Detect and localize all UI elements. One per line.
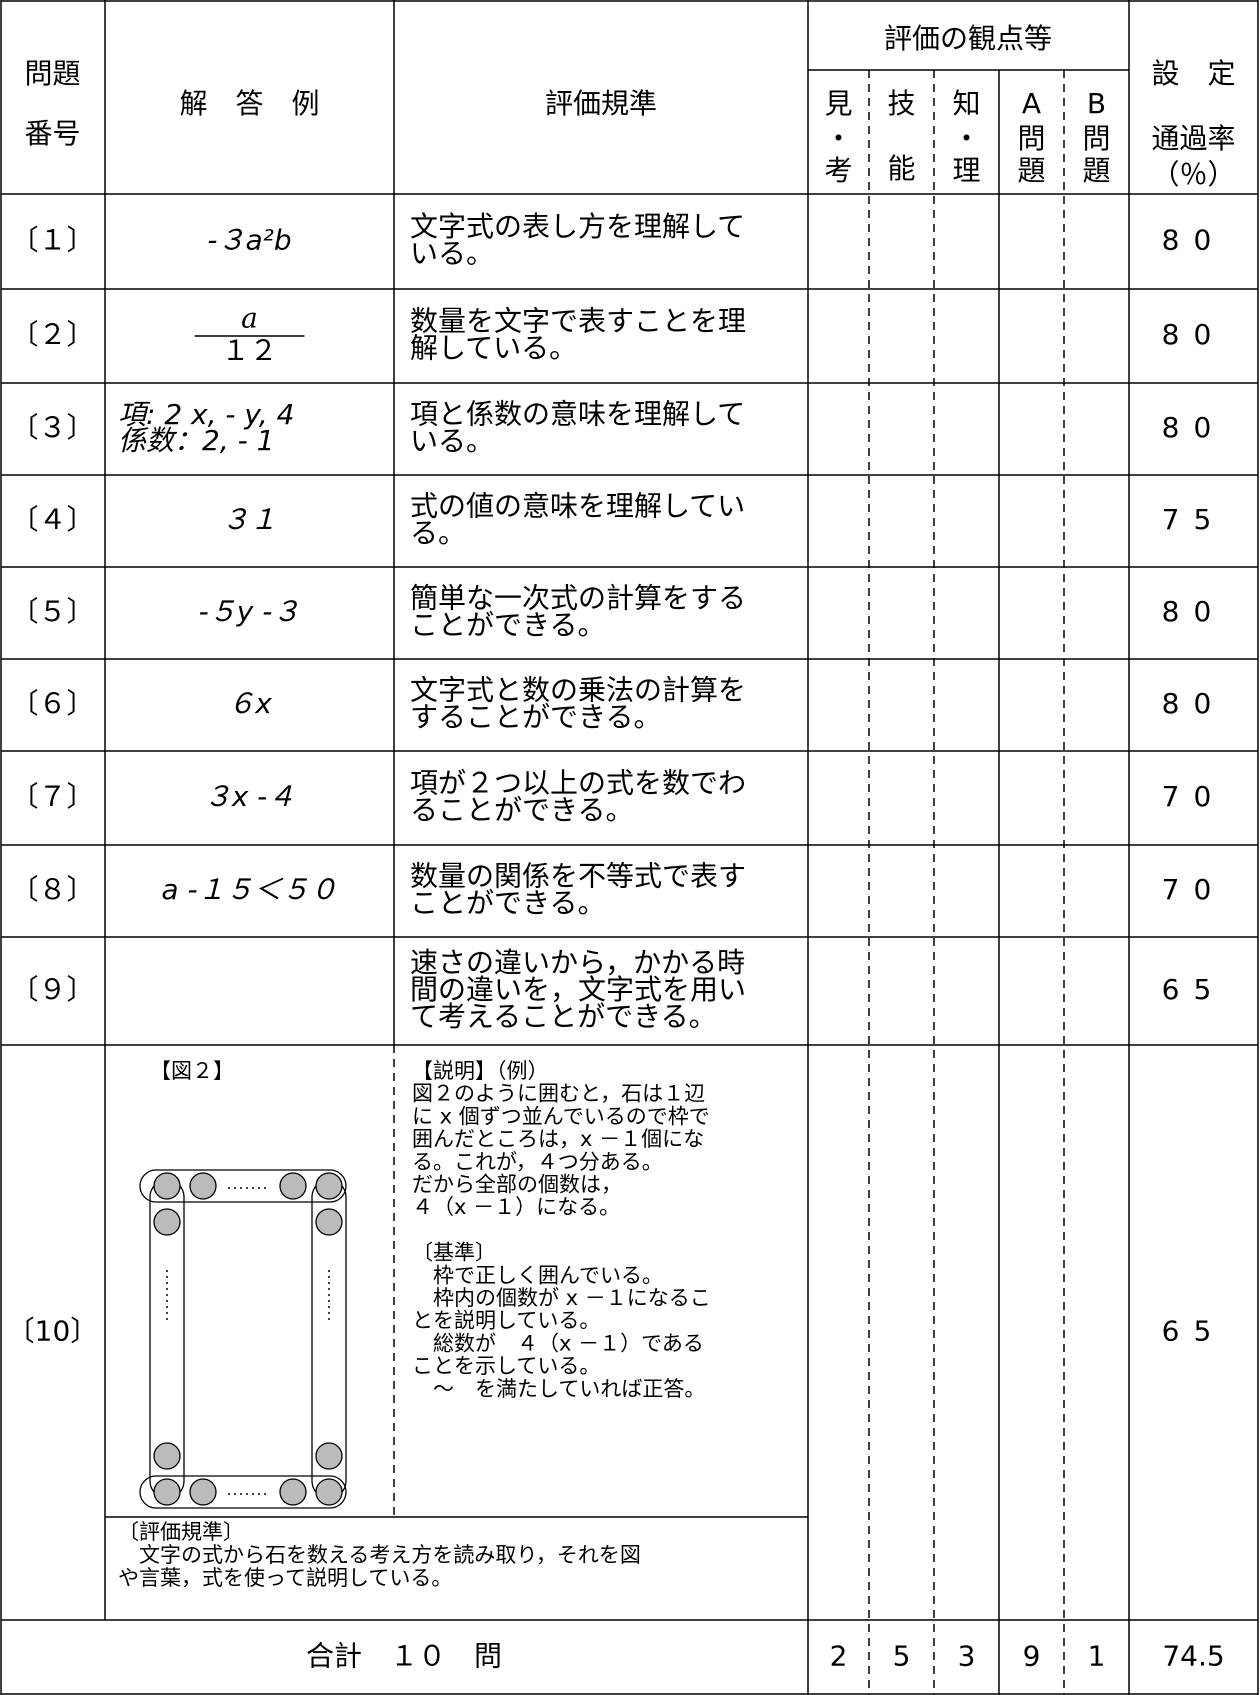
answer: a -１５＜５０: [161, 873, 337, 906]
standard: とを説明している。: [412, 1309, 600, 1333]
answer: -３a²b: [207, 224, 291, 257]
criteria: 項が２つ以上の式を数でわ: [410, 767, 746, 800]
header-cell: 番号: [24, 117, 80, 150]
header-cell: 見: [824, 87, 852, 120]
question-number: 〔７〕: [10, 780, 94, 813]
criteria: 解している。: [410, 332, 577, 365]
header-cell: 知: [952, 87, 980, 120]
header-cell: （％）: [1151, 158, 1235, 191]
standard: ことを示している。: [412, 1354, 600, 1378]
criteria: 項と係数の意味を理解して: [410, 398, 745, 431]
total-count: 9: [1023, 1640, 1041, 1673]
criteria: ことができる。: [410, 887, 605, 920]
question-number: 〔９〕: [10, 973, 94, 1006]
header-cell: A: [1022, 87, 1041, 120]
header-cell: 能: [887, 152, 915, 185]
rate: 65: [1162, 1315, 1226, 1348]
criteria: 簡単な一次式の計算をする: [410, 582, 746, 615]
total-label: 合計 １０ 問: [306, 1640, 502, 1673]
question-number: 〔６〕: [10, 687, 94, 720]
criteria: いる。: [410, 237, 494, 270]
criteria: て考えることができる。: [410, 1000, 717, 1033]
criteria: 文字式の表し方を理解して: [410, 210, 745, 243]
rate: 80: [1162, 595, 1226, 628]
total-count: 1: [1088, 1640, 1106, 1673]
criteria: 文字の式から石を数える考え方を読み取り，それを図: [118, 1543, 641, 1567]
explanation: ４（x －１）になる。: [412, 1195, 620, 1219]
header-cell: ・: [824, 122, 852, 155]
standard: 枠で正しく囲んでいる。: [412, 1263, 663, 1287]
rate: 80: [1162, 224, 1226, 257]
criteria: することができる。: [410, 701, 661, 734]
explanation: る。これが，４つ分ある。: [412, 1150, 663, 1174]
answer: １２: [221, 334, 277, 367]
criteria: 文字式と数の乗法の計算を: [410, 674, 746, 707]
total-count: 5: [893, 1640, 911, 1673]
header-cell: 理: [952, 154, 980, 187]
standard: 枠内の個数が x －１になるこ: [412, 1286, 711, 1310]
criteria: 〔評価規準〕: [118, 1520, 244, 1544]
figure-label: 【図２】: [150, 1059, 234, 1083]
criteria: 式の値の意味を理解してい: [410, 490, 745, 523]
header-cell: 題: [1017, 154, 1045, 187]
rate: 65: [1162, 973, 1226, 1006]
header-cell: ・: [952, 122, 980, 155]
criteria: 間の違いを，文字式を用い: [410, 973, 746, 1006]
rate: 70: [1162, 780, 1226, 813]
question-number: 〔３〕: [10, 411, 94, 444]
answer: ３x -４: [204, 780, 296, 813]
figure: [139, 1169, 347, 1509]
rate: 80: [1162, 687, 1226, 720]
answer: 係数：2, - 1: [118, 424, 274, 457]
criteria: 速さの違いから，かかる時: [410, 946, 745, 979]
rate: 75: [1162, 503, 1226, 536]
answer: -５y -３: [199, 595, 301, 628]
question-number: 〔２〕: [10, 318, 94, 351]
standard: 〔基準〕: [412, 1241, 496, 1265]
header-cell: 問題: [24, 57, 80, 90]
header-cell: 考: [824, 154, 852, 187]
header-cell: 通過率: [1151, 122, 1235, 155]
rate: 80: [1162, 318, 1226, 351]
rate: 80: [1162, 411, 1226, 444]
criteria: 数量の関係を不等式で表す: [410, 860, 746, 893]
header-cell: 評価の観点等: [884, 22, 1052, 55]
header-cell: B: [1087, 87, 1106, 120]
explanation: に x 個ずつ並んでいるので枠で: [412, 1104, 710, 1128]
header-cell: 問: [1082, 122, 1110, 155]
total-count: 2: [830, 1640, 848, 1673]
question-number: 〔５〕: [10, 595, 94, 628]
explanation: だから全部の個数は，: [412, 1173, 622, 1197]
criteria: ることができる。: [410, 794, 633, 827]
standard: 総数が ４（x －１）である: [412, 1331, 704, 1355]
header-cell: 評価規準: [545, 87, 657, 120]
header-cell: 解 答 例: [179, 87, 319, 120]
question-number: 〔１〕: [10, 224, 94, 257]
answer: 項: 2 x, - y, 4: [118, 398, 294, 431]
explanation: 図２のように囲むと，石は１辺: [412, 1082, 705, 1106]
criteria: いる。: [410, 425, 494, 458]
total-rate: 74.5: [1162, 1640, 1224, 1673]
header-cell: 問: [1017, 122, 1045, 155]
standard: ～ を満たしていれば正答。: [412, 1377, 705, 1401]
explanation: 【説明】（例）: [412, 1059, 549, 1083]
header-cell: 題: [1082, 154, 1110, 187]
question-number: 〔８〕: [10, 873, 94, 906]
explanation: 囲んだところは，x －１個にな: [412, 1127, 704, 1151]
question-number: 〔10〕: [7, 1315, 99, 1348]
answer: a: [241, 302, 258, 335]
rate: 70: [1162, 873, 1226, 906]
total-count: 3: [958, 1640, 976, 1673]
header-cell: 技: [887, 87, 915, 120]
criteria: や言葉，式を使って説明している。: [118, 1566, 452, 1590]
answer: ３１: [221, 503, 277, 536]
criteria: 数量を文字で表すことを理: [410, 305, 746, 338]
header-cell: 設 定: [1151, 57, 1235, 90]
criteria: る。: [410, 517, 466, 550]
criteria: ことができる。: [410, 609, 605, 642]
answer: ６x: [227, 687, 272, 720]
question-number: 〔４〕: [10, 503, 94, 536]
